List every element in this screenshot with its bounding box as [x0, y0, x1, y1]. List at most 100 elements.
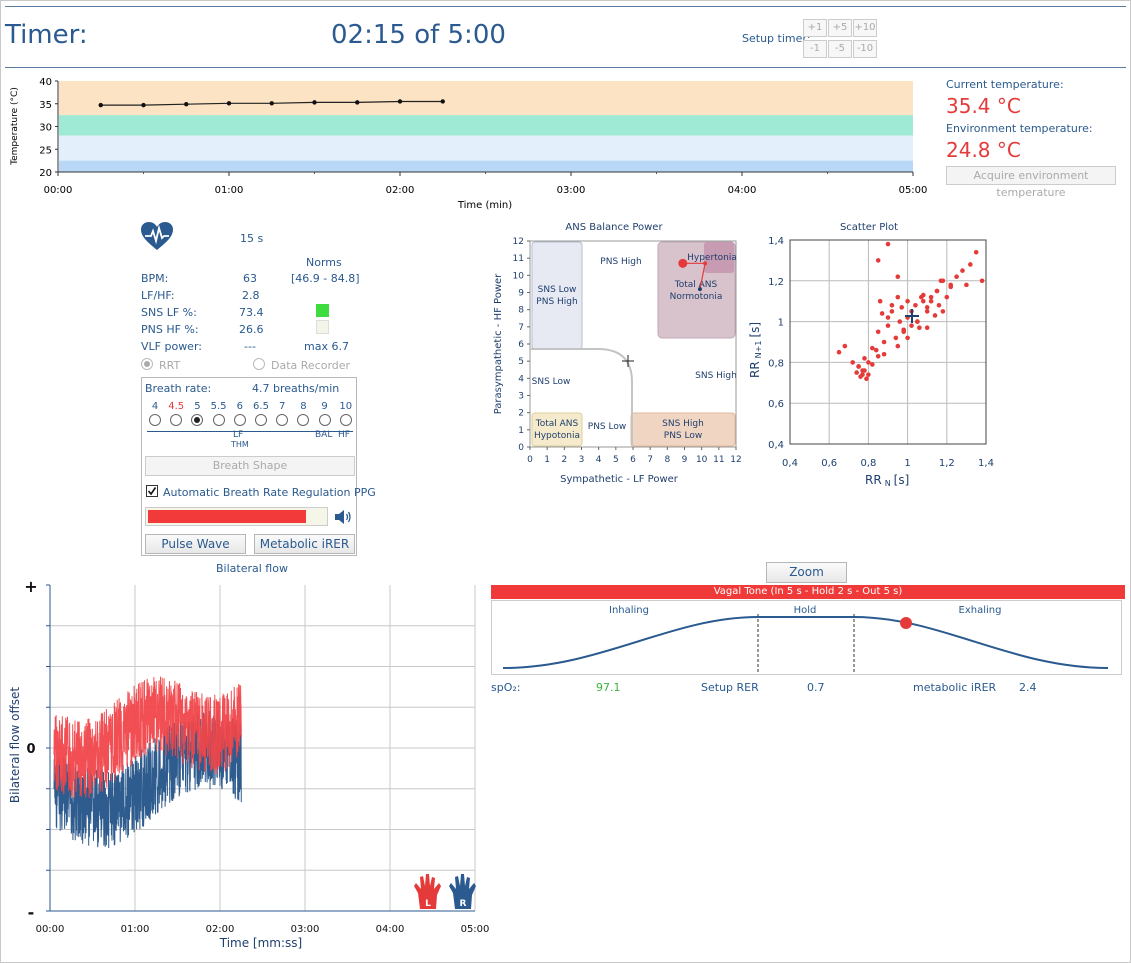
hold-label: Hold [794, 605, 817, 616]
data-recorder-radio[interactable] [253, 358, 265, 370]
rrt-label: RRT [159, 359, 181, 372]
breath-option-radio[interactable] [212, 414, 225, 426]
ans-y-tick-label: 11 [513, 254, 524, 264]
breath-option-radio[interactable] [255, 414, 267, 426]
breath-option-radio[interactable] [318, 414, 331, 426]
scatter-point [860, 372, 865, 377]
temperature-x-tick-label: 03:00 [557, 185, 586, 196]
temperature-band [59, 160, 913, 172]
scatter-y-tick-label: 0,6 [768, 399, 784, 410]
scatter-point [920, 298, 926, 304]
temperature-x-label: Time (min) [457, 200, 512, 211]
temperature-point [397, 99, 403, 104]
auto-regulation-label: Automatic Breath Rate Regulation PPG [163, 486, 376, 499]
current-temperature-label: Current temperature: [946, 78, 1064, 91]
ans-y-tick-label: 5 [518, 357, 524, 367]
ans-x-label: Sympathetic - LF Power [560, 474, 679, 485]
scatter-point [901, 329, 906, 335]
breath-option-label: 4 [151, 401, 159, 412]
temperature-points [98, 99, 445, 108]
right-hand-icon: R [449, 874, 476, 909]
bilateral-flow-chart: + 0 - 00:00 01:00 02:00 03:00 04:00 05:00 L R… [8, 577, 490, 950]
ans-label-normotonia: Normotonia [670, 292, 723, 302]
vlf-power-norm: max 6.7 [304, 340, 349, 353]
bilateral-x-ticks: 00:00 01:00 02:00 03:00 04:00 05:00 [36, 924, 490, 935]
breath-option-label: 5 [194, 401, 201, 412]
bpm-norm: [46.9 - 84.8] [291, 272, 360, 285]
scatter-point [909, 323, 914, 328]
ans-x-tick-label: 6 [630, 455, 636, 465]
temperature-y-label: Temperature (°C) [10, 87, 20, 166]
ans-label-sns-high-2: SNS High [662, 419, 704, 429]
scatter-point [915, 319, 920, 324]
zoom-button[interactable]: Zoom [766, 562, 847, 583]
breath-option-radio[interactable] [276, 414, 289, 426]
ans-region-hypertonia [704, 242, 734, 273]
breath-option-radio[interactable] [191, 414, 204, 426]
scatter-point [866, 360, 871, 365]
temperature-x-ticks: 00:00 01:00 02:00 03:00 04:00 05:00 [44, 172, 927, 196]
ans-y-label: Parasympathetic - HF Power [493, 273, 504, 414]
speaker-icon[interactable] [334, 509, 354, 525]
scatter-y-tick-label: 1,4 [768, 236, 784, 247]
bilateral-x-tick-label: 02:00 [206, 924, 235, 935]
temperature-point [184, 102, 189, 107]
bilateral-x-tick-label: 01:00 [121, 924, 150, 935]
ans-region-sns-high-pns-low [630, 412, 736, 447]
scatter-point [979, 278, 985, 284]
scatter-point [893, 335, 899, 341]
timer-plus-1-button[interactable]: +1 [803, 19, 827, 37]
sns-lf-label: SNS LF %: [141, 306, 197, 319]
breath-option-radio[interactable] [339, 414, 352, 426]
ans-x-tick-label: 11 [713, 455, 724, 465]
breath-option-radio[interactable] [233, 414, 246, 426]
temperature-point [269, 101, 274, 106]
rrt-radio[interactable] [141, 358, 153, 370]
breath-band-line [147, 431, 353, 432]
environment-temperature-value: 24.8 °C [946, 138, 1021, 162]
inhaling-label: Inhaling [609, 605, 649, 616]
lf-hf-value: 2.8 [242, 289, 260, 302]
scatter-points [836, 241, 985, 382]
timer-minus-1-button[interactable]: -1 [803, 40, 827, 58]
breath-option-label: 6 [236, 401, 243, 412]
timer-plus-5-button[interactable]: +5 [828, 19, 852, 37]
scatter-point [870, 362, 875, 367]
scatter-point [932, 313, 938, 318]
pulse-wave-button[interactable]: Pulse Wave [145, 534, 246, 554]
rr-scatter-chart: Scatter Plot 0,4 0,6 0,8 1 1,2 1,4 0,4 0,6 0,8 1… [748, 222, 994, 488]
scatter-x-tick-label: 1,2 [939, 458, 955, 469]
ans-y-tick-label: 4 [518, 374, 524, 384]
scatter-point [934, 288, 940, 294]
scatter-grid [790, 240, 986, 444]
timer-minus-5-button[interactable]: -5 [828, 40, 852, 58]
auto-regulation-checkbox[interactable] [146, 485, 158, 497]
scatter-point [877, 298, 883, 304]
temperature-y-tick-label: 25 [39, 145, 52, 156]
thm-band-label: THM [231, 440, 249, 449]
bpm-value: 63 [243, 272, 257, 285]
breath-option-label: 9 [321, 401, 328, 412]
breath-option-radio[interactable] [297, 414, 310, 426]
temperature-point [440, 99, 445, 104]
breath-option-label: 6.5 [253, 401, 269, 412]
ans-x-tick-label: 7 [647, 455, 653, 465]
scatter-x-ticks: 0,4 0,6 0,8 1 1,2 1,4 [782, 458, 994, 469]
scatter-point [875, 353, 881, 359]
scatter-x-label: RR N [s] [865, 473, 909, 488]
scatter-point [881, 351, 887, 357]
scatter-point [885, 323, 891, 328]
breath-shape-button[interactable]: Breath Shape [145, 456, 355, 476]
check-icon [147, 487, 157, 496]
breath-option-radio[interactable] [149, 414, 161, 426]
metabolic-irer-button[interactable]: Metabolic iRER [254, 534, 355, 554]
ans-x-tick-label: 4 [596, 455, 602, 465]
timer-plus-10-button[interactable]: +10 [853, 19, 877, 37]
ans-label-total-ans: Total ANS [674, 280, 718, 290]
breath-option-radio[interactable] [170, 414, 183, 426]
pns-hf-label: PNS HF %: [141, 323, 199, 336]
acquire-environment-temperature-button[interactable]: Acquire environment temperature [946, 166, 1116, 199]
scatter-point [924, 309, 930, 314]
timer-minus-10-button[interactable]: -10 [853, 40, 877, 58]
left-hand-label: L [425, 899, 431, 909]
